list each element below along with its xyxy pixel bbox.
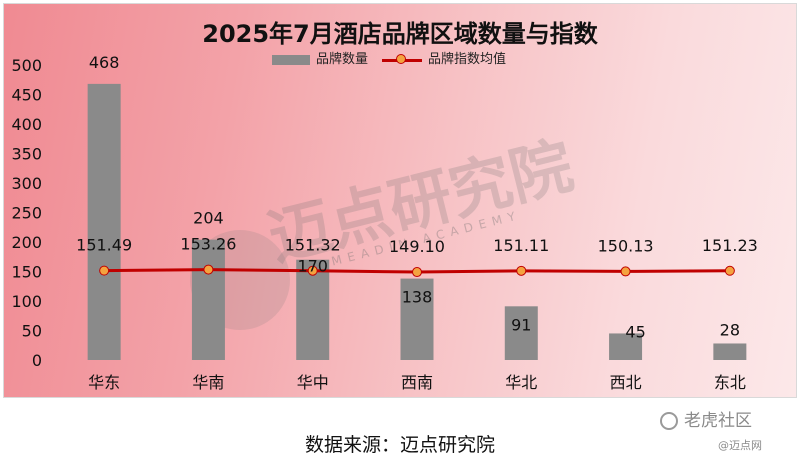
line-data-label: 150.13 — [598, 236, 654, 255]
bar-data-label: 138 — [402, 288, 433, 307]
bar-data-label: 45 — [625, 322, 645, 341]
legend-bar-label: 品牌数量 — [316, 52, 369, 67]
x-category-label: 华南 — [192, 373, 224, 392]
x-category-label: 西南 — [401, 373, 433, 392]
legend-bar-swatch — [272, 55, 310, 65]
watermark-brand-icon — [660, 412, 678, 430]
y-tick-label: 0 — [32, 351, 42, 370]
bar — [296, 259, 330, 360]
line-point — [516, 265, 527, 276]
y-tick-label: 450 — [11, 86, 42, 105]
x-category-label: 华北 — [505, 373, 537, 392]
x-category-label: 西北 — [610, 373, 642, 392]
line-data-label: 151.32 — [285, 236, 341, 255]
bar-data-label: 204 — [193, 209, 224, 228]
legend-item-bar: 品牌数量 — [272, 50, 368, 70]
y-tick-label: 250 — [11, 204, 42, 223]
bar — [713, 343, 747, 360]
line-point — [307, 265, 318, 276]
bar — [400, 278, 434, 360]
chart-plot: 0 50 100 150 200 250 300 350 400 450 500 468 204 170 1… — [11, 53, 758, 392]
line-point — [203, 264, 214, 275]
line-data-label: 149.10 — [389, 237, 445, 256]
line-point — [724, 265, 735, 276]
y-tick-label: 300 — [11, 174, 42, 193]
y-tick-label: 200 — [11, 233, 42, 252]
legend: 品牌数量 品牌指数均值 — [0, 50, 800, 70]
y-tick-label: 400 — [11, 115, 42, 134]
bar — [609, 333, 643, 360]
bar-data-label: 91 — [511, 315, 531, 334]
watermark-site: @迈点网 — [718, 439, 762, 452]
bar-data-label: 28 — [720, 320, 740, 339]
chart-background — [3, 3, 797, 398]
y-tick-label: 100 — [11, 292, 42, 311]
x-category-label: 华中 — [297, 373, 329, 392]
y-tick-label: 150 — [11, 263, 42, 282]
line-data-label: 153.26 — [180, 235, 236, 254]
x-category-label: 东北 — [714, 373, 746, 392]
watermark-brand-text: 老虎社区 — [684, 411, 752, 431]
bar-data-label: 170 — [297, 257, 328, 276]
bar-data-label: 468 — [89, 53, 120, 72]
bar — [87, 83, 121, 360]
chart-title: 2025年7月酒店品牌区域数量与指数 — [202, 20, 598, 48]
y-tick-label: 50 — [22, 322, 42, 341]
y-tick-label: 500 — [11, 56, 42, 75]
line-data-label: 151.23 — [702, 236, 758, 255]
watermark-brand: 老虎社区 — [660, 406, 790, 431]
line-data-label: 151.11 — [493, 236, 549, 255]
y-tick-label: 350 — [11, 145, 42, 164]
source-caption: 数据来源：迈点研究院 — [304, 434, 495, 456]
legend-line-marker — [396, 54, 406, 64]
legend-line-label: 品牌指数均值 — [428, 52, 507, 67]
line-data-label: 151.49 — [76, 236, 132, 255]
line-point — [99, 265, 110, 276]
legend-item-line: 品牌指数均值 — [382, 50, 506, 70]
line-point — [620, 266, 631, 277]
bar — [504, 306, 538, 360]
x-category-label: 华东 — [88, 373, 120, 392]
line-point — [412, 267, 422, 278]
bar — [191, 239, 225, 360]
